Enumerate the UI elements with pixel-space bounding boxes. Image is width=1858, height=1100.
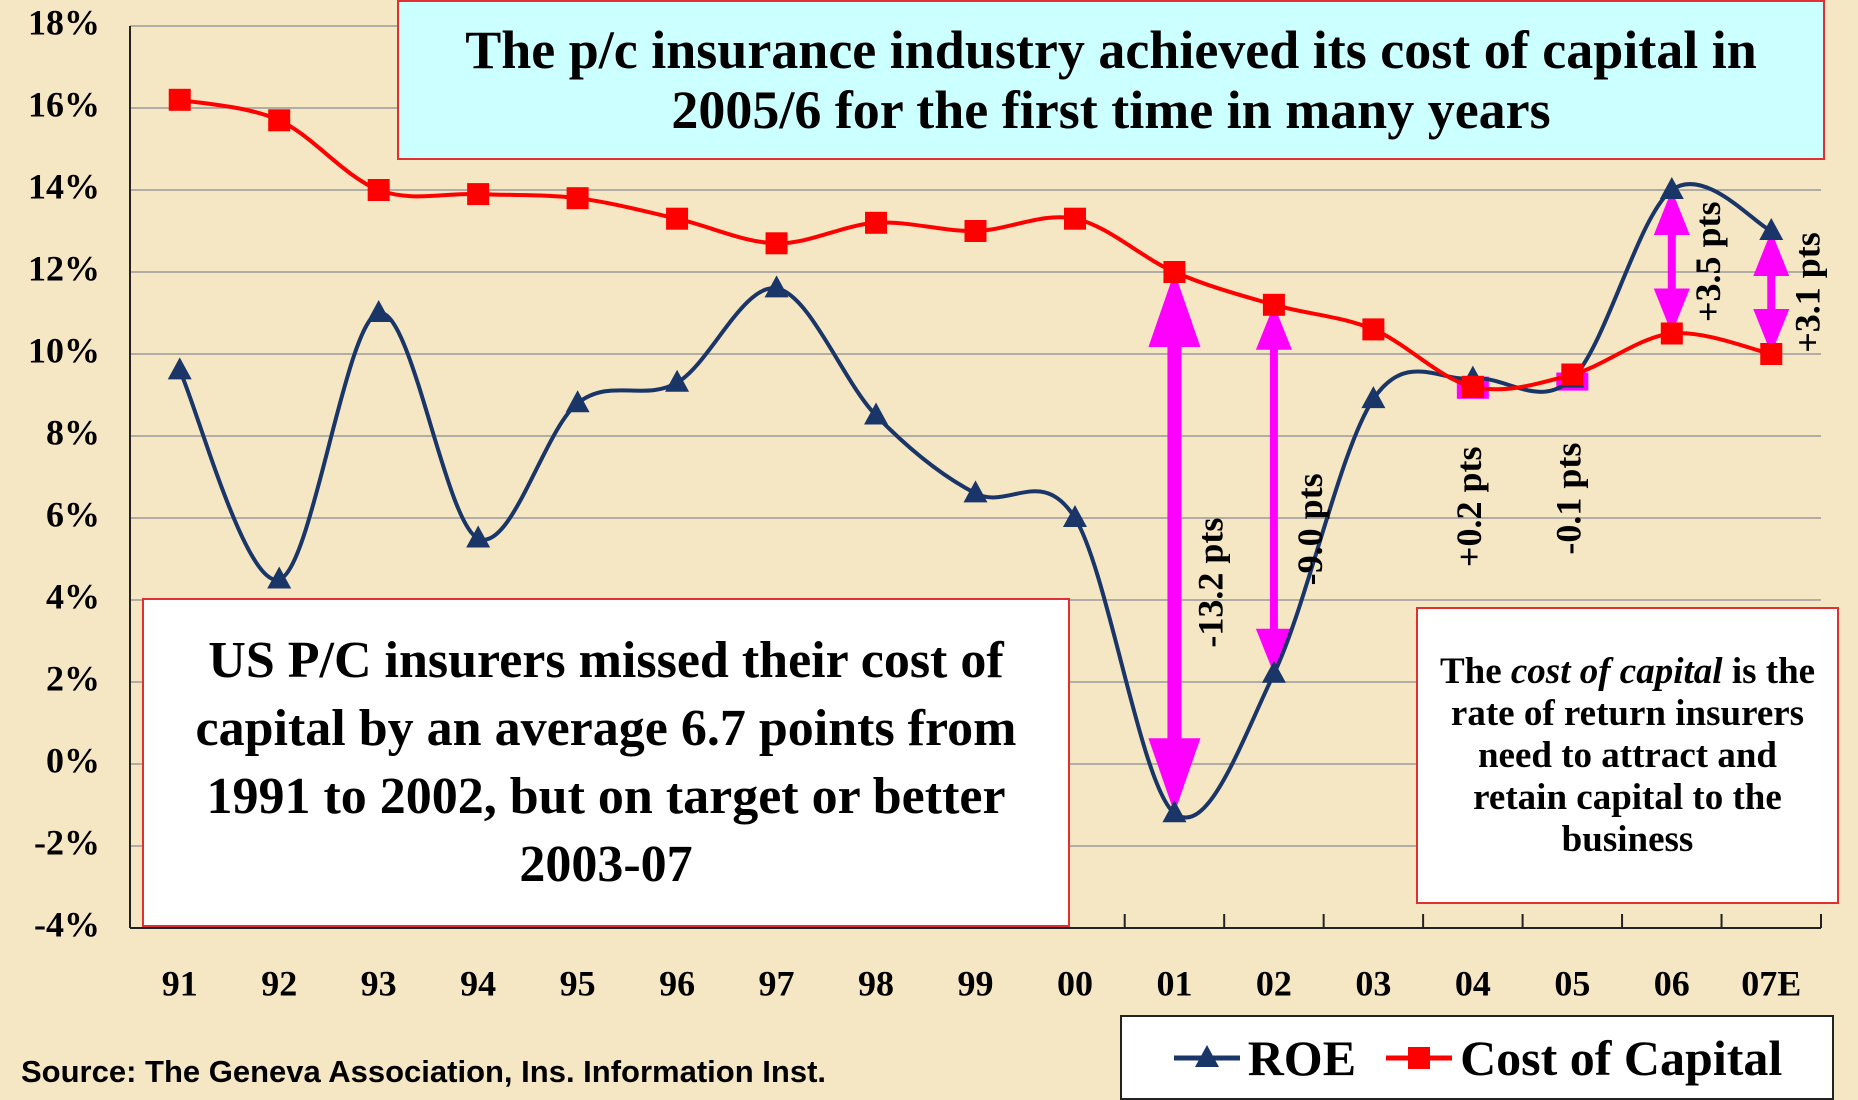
- point: [168, 88, 191, 111]
- y-tick-label: 6%: [46, 494, 100, 534]
- point: [864, 402, 889, 425]
- arrow-head: [1653, 190, 1690, 235]
- arrow-head: [1148, 738, 1201, 814]
- annotation: +0.2 pts: [1449, 447, 1489, 568]
- point: [666, 207, 689, 230]
- annotation: +3.1 pts: [1788, 232, 1828, 353]
- point: [267, 566, 292, 589]
- x-tick-label: 03: [1355, 963, 1391, 1003]
- point: [1362, 318, 1385, 341]
- point: [1194, 1044, 1219, 1067]
- x-tick-label: 93: [361, 963, 397, 1003]
- annotation: +3.5 pts: [1688, 201, 1728, 322]
- arrow-head: [1753, 309, 1790, 354]
- point: [1063, 207, 1086, 230]
- y-tick-label: -4%: [34, 904, 100, 944]
- y-tick-label: 2%: [46, 658, 100, 698]
- note-text: is the rate of return insurers need to a…: [1450, 650, 1816, 860]
- y-tick-label: 12%: [28, 248, 100, 288]
- point: [1561, 363, 1584, 386]
- legend-icon: [1173, 1044, 1240, 1067]
- point: [665, 369, 690, 392]
- arrow-head: [1148, 272, 1201, 347]
- point: [1660, 322, 1683, 345]
- annotation: -9.0 pts: [1290, 473, 1330, 585]
- note-italic: cost of capital: [1510, 650, 1723, 692]
- y-tick-label: 0%: [46, 740, 100, 780]
- right-note-text: The cost of capital is the rate of retur…: [1430, 651, 1825, 861]
- annotation: -13.2 pts: [1191, 518, 1231, 648]
- point: [367, 179, 390, 201]
- x-tick-label: 96: [659, 963, 695, 1003]
- point: [1261, 660, 1286, 683]
- arrow-head: [1255, 304, 1292, 350]
- chart-title: The p/c insurance industry achieved its …: [397, 0, 1825, 160]
- y-tick-label: -2%: [34, 822, 100, 862]
- y-tick-label: 4%: [46, 576, 100, 616]
- point: [1408, 1046, 1431, 1069]
- point: [1760, 343, 1783, 365]
- y-tick-label: 18%: [28, 2, 100, 42]
- point: [865, 211, 888, 234]
- point: [1461, 375, 1484, 398]
- legend-label: Cost of Capital: [1460, 1029, 1783, 1086]
- x-tick-label: 99: [958, 963, 994, 1003]
- point: [366, 300, 391, 322]
- source: Source: The Geneva Association, Ins. Inf…: [21, 1054, 827, 1089]
- x-tick-label: 07E: [1741, 963, 1801, 1003]
- point: [964, 220, 987, 242]
- point: [466, 525, 491, 548]
- annotation: -0.1 pts: [1549, 443, 1589, 555]
- arrow-head: [1753, 231, 1790, 276]
- point: [1062, 505, 1087, 527]
- point: [268, 109, 291, 132]
- x-tick-label: 02: [1256, 963, 1292, 1003]
- arrow-head: [1255, 628, 1292, 674]
- x-tick-label: 95: [560, 963, 596, 1003]
- point: [1163, 261, 1186, 283]
- point: [963, 480, 988, 503]
- legend-icon: [1386, 1046, 1453, 1069]
- point: [765, 232, 788, 255]
- legend-label: ROE: [1247, 1029, 1357, 1086]
- y-tick-label: 14%: [28, 166, 100, 206]
- left-note: US P/C insurers missed their cost of cap…: [142, 598, 1070, 927]
- point: [1659, 177, 1684, 199]
- x-tick-label: 98: [858, 963, 894, 1003]
- point: [1361, 386, 1386, 409]
- point: [467, 183, 490, 206]
- right-note: The cost of capital is the rate of retur…: [1416, 607, 1839, 904]
- x-tick-label: 01: [1156, 963, 1192, 1003]
- x-tick-label: 97: [759, 963, 795, 1003]
- legend-item: Cost of Capital: [1384, 1029, 1782, 1087]
- x-tick-label: 92: [261, 963, 297, 1003]
- legend-item: ROE: [1172, 1029, 1356, 1087]
- arrow-head: [1653, 288, 1690, 334]
- point: [1262, 293, 1285, 316]
- x-tick-label: 05: [1554, 963, 1590, 1003]
- y-tick-label: 16%: [28, 84, 100, 124]
- note-text: The: [1439, 650, 1511, 692]
- x-tick-label: 06: [1654, 963, 1690, 1003]
- y-tick-label: 8%: [46, 412, 100, 452]
- x-tick-label: 00: [1057, 963, 1093, 1003]
- point: [1759, 218, 1784, 240]
- x-tick-label: 94: [460, 963, 496, 1003]
- point: [167, 357, 192, 380]
- x-tick-label: 91: [162, 963, 198, 1003]
- point: [566, 187, 589, 210]
- point: [565, 390, 590, 413]
- y-tick-label: 10%: [28, 330, 100, 370]
- point: [764, 275, 789, 298]
- point: [1162, 800, 1187, 823]
- legend: ROE Cost of Capital: [1120, 1015, 1834, 1100]
- x-tick-label: 04: [1455, 963, 1491, 1003]
